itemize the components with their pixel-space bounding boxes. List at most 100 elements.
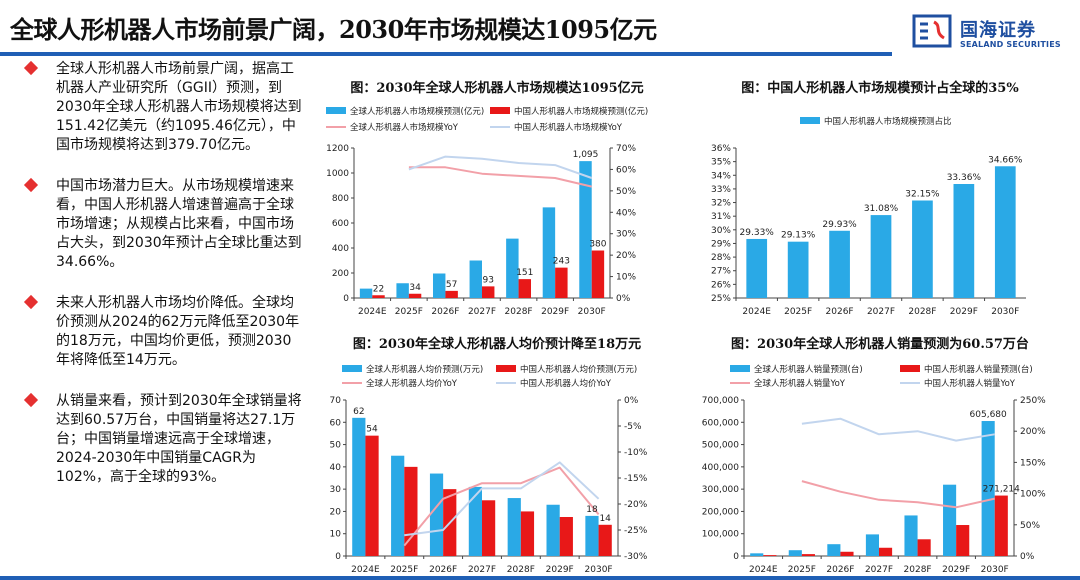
y-tick-label: 30% [711, 226, 731, 236]
y-tick-label: 70 [330, 396, 342, 406]
chart-bar [507, 498, 521, 556]
y-tick-label: 28% [711, 253, 731, 263]
y-tick-label: 300,000 [702, 485, 739, 495]
diamond-icon [23, 392, 39, 408]
legend-label: 中国人形机器人销量YoY [924, 378, 1016, 389]
chart-bar [912, 200, 933, 298]
legend-label: 中国人形机器人销量预测(台) [924, 364, 1033, 375]
chart-bar [559, 517, 573, 556]
y-tick-label: 50 [330, 441, 342, 451]
chart-bar [391, 455, 405, 556]
data-label: 62 [353, 407, 364, 417]
chart-bar [981, 421, 995, 556]
y-tick-label: 34% [711, 171, 731, 181]
y-tick-label: 35% [711, 158, 731, 168]
chart-bar [372, 295, 385, 298]
chart-bar [746, 238, 768, 298]
data-label: 14 [599, 514, 611, 524]
chart-bar [359, 288, 373, 298]
x-tick-label: 2024E [358, 307, 387, 317]
chart-bar [870, 215, 892, 298]
y-tick-label: 30 [330, 485, 342, 495]
diamond-icon [23, 60, 39, 76]
y2-tick-label: -20% [624, 500, 648, 510]
y-tick-label: 36% [711, 144, 731, 154]
chart-bar [801, 554, 815, 556]
chart-sales-volume: 图：2030年全球人形机器人销量预测为60.57万台 全球人形机器人销量预测(台)… [690, 330, 1070, 576]
data-label: 1,095 [573, 150, 599, 160]
chart-bar [591, 250, 605, 298]
chart-bar [827, 544, 841, 556]
y-tick-label: 100,000 [702, 530, 739, 540]
chart-line [408, 166, 592, 188]
chart-bar [865, 534, 879, 556]
x-tick-label: 2028F [505, 307, 533, 317]
y2-tick-label: 0% [616, 294, 631, 304]
y2-tick-label: -25% [624, 526, 648, 536]
bullet-list: 全球人形机器人市场前景广阔，据高工机器人产业研究所（GGII）预测，到2030年… [22, 60, 304, 509]
legend-swatch [342, 365, 362, 372]
data-label: 33.36% [947, 173, 982, 183]
y-tick-label: 600 [332, 219, 349, 229]
legend-label: 中国人形机器人市场规模预测占比 [824, 116, 952, 127]
chart-bar [994, 495, 1008, 556]
bullet-text: 中国市场潜力巨大。从市场规模增速来看，中国人形机器人增速普遍高于全球市场增速；从… [56, 178, 302, 270]
data-label: 151 [516, 268, 533, 278]
x-tick-label: 2027F [867, 307, 895, 317]
y-tick-label: 0 [733, 552, 739, 562]
legend-swatch [326, 107, 346, 114]
y-tick-label: 27% [711, 267, 731, 277]
legend-label: 中国人形机器人均价YoY [520, 378, 612, 389]
x-tick-label: 2024E [351, 565, 380, 575]
chart-bar [555, 267, 568, 298]
y2-tick-label: -30% [624, 552, 648, 562]
x-tick-label: 2030F [578, 307, 606, 317]
data-label: 380 [589, 240, 606, 250]
legend-label: 中国人形机器人均价预测(万元) [520, 364, 637, 375]
y-tick-label: 20 [330, 507, 342, 517]
data-label: 34.66% [988, 155, 1023, 165]
diamond-icon [23, 294, 39, 310]
chart-bar [829, 230, 850, 298]
x-tick-label: 2026F [826, 565, 854, 575]
y-tick-label: 200 [332, 269, 349, 279]
legend-swatch [730, 365, 750, 372]
y2-tick-label: -15% [624, 474, 648, 484]
data-label: 54 [366, 425, 378, 435]
y-tick-label: 200,000 [702, 507, 739, 517]
chart-title: 图：中国人形机器人市场规模预计占全球的35% [741, 80, 1019, 96]
data-label: 18 [586, 505, 598, 515]
x-tick-label: 2025F [788, 565, 816, 575]
x-tick-label: 2025F [395, 307, 423, 317]
x-tick-label: 2029F [950, 307, 978, 317]
chart-bar [469, 260, 482, 298]
logo-subtext: SEALAND SECURITIES [960, 40, 1061, 49]
y-tick-label: 32% [711, 199, 731, 209]
y2-tick-label: 40% [616, 208, 636, 218]
chart-bar [750, 553, 764, 556]
logo-text: 国海证券 [960, 20, 1036, 41]
bullet-item: 全球人形机器人市场前景广阔，据高工机器人产业研究所（GGII）预测，到2030年… [22, 60, 304, 155]
y-tick-label: 1200 [326, 144, 349, 154]
chart-bar [579, 161, 592, 298]
bullet-text: 从销量来看，预计到2030年全球销量将达到60.57万台，中国销量将达27.1万… [56, 393, 302, 485]
chart-bar [518, 279, 532, 298]
chart-bar [365, 435, 379, 556]
x-tick-label: 2026F [429, 565, 457, 575]
chart-bar [917, 539, 931, 556]
chart-bar [953, 184, 975, 298]
y2-tick-label: 20% [616, 251, 636, 261]
chart-bar [994, 166, 1016, 298]
y2-tick-label: 0% [1020, 552, 1035, 562]
chart-bar [787, 241, 809, 298]
x-tick-label: 2028F [904, 565, 932, 575]
y2-tick-label: -10% [624, 448, 648, 458]
y-tick-label: 500,000 [702, 441, 739, 451]
x-tick-label: 2028F [908, 307, 936, 317]
x-tick-label: 2029F [942, 565, 970, 575]
chart-bar [432, 273, 446, 298]
x-tick-label: 2027F [865, 565, 893, 575]
y-tick-label: 700,000 [702, 396, 739, 406]
y-tick-label: 25% [711, 294, 731, 304]
chart-bar [904, 515, 918, 556]
